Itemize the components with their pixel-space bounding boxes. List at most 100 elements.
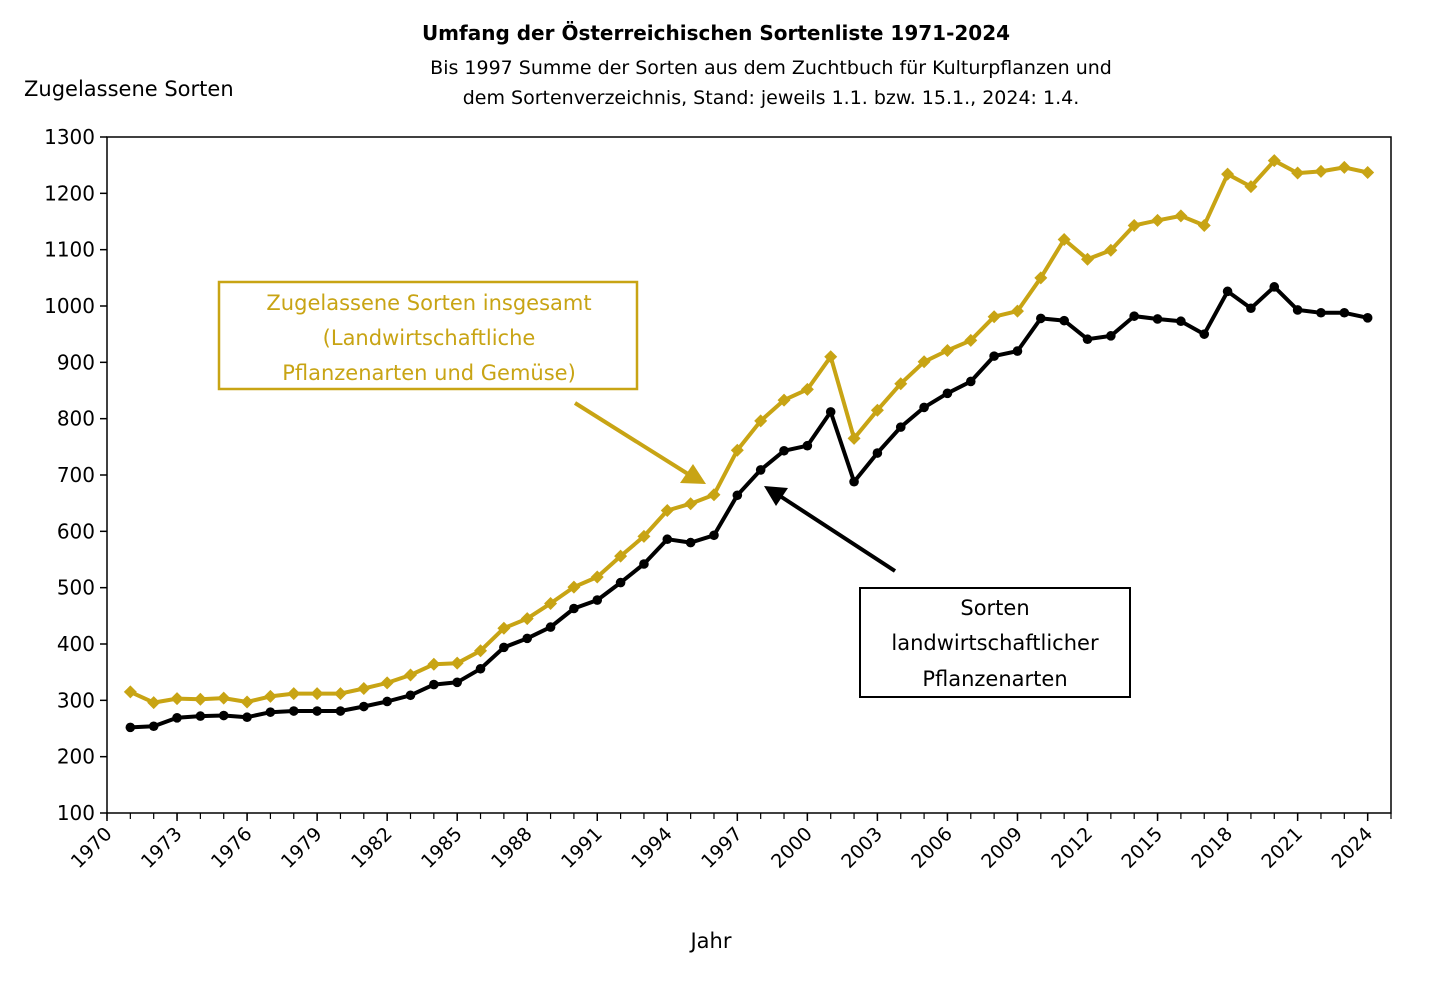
annotation-total-line-1: Zugelassene Sorten insgesamt [266, 291, 591, 315]
data-point [779, 445, 789, 456]
x-tick-label: 1997 [697, 823, 747, 873]
data-point [263, 689, 277, 703]
annotation-agri: Sorten landwirtschaftlicher Pflanzenarte… [764, 486, 1131, 698]
data-point [148, 721, 159, 732]
x-tick-label: 2015 [1117, 823, 1167, 873]
data-point [1221, 167, 1235, 181]
y-axis: 100 200 300 400 500 600 700 800 900 1000 1100 1200 1… [44, 125, 107, 825]
series-layer [123, 154, 1375, 733]
x-tick-label: 2003 [837, 823, 887, 873]
data-point [522, 633, 533, 644]
data-point [1152, 314, 1163, 324]
data-point [1362, 313, 1373, 323]
y-tick-label: 500 [57, 576, 95, 600]
data-point [1081, 252, 1095, 266]
annotation-total-line-2: (Landwirtschaftliche [323, 326, 536, 350]
data-point [1059, 315, 1069, 326]
data-point [592, 595, 603, 605]
data-point [567, 580, 581, 594]
data-point [1244, 180, 1258, 194]
data-point [615, 577, 626, 588]
data-point [380, 676, 394, 690]
x-tick-label: 2006 [907, 823, 957, 873]
data-point [895, 422, 906, 432]
data-point [709, 530, 719, 541]
data-point [382, 696, 392, 707]
annotation-agri-line-3: Pflanzenarten [922, 667, 1067, 691]
y-tick-label: 1200 [44, 181, 95, 205]
x-tick-label: 1985 [417, 823, 467, 873]
annotation-total: Zugelassene Sorten insgesamt (Landwirtsc… [217, 280, 706, 484]
annotation-total-arrow [573, 401, 690, 476]
data-point [639, 559, 649, 569]
data-point [310, 687, 324, 701]
data-point [637, 529, 651, 543]
data-point [1034, 271, 1048, 285]
annotation-agri-arrowhead [764, 486, 788, 506]
data-point [964, 333, 978, 347]
data-point [1012, 346, 1023, 356]
x-tick-label: 1979 [277, 823, 327, 873]
data-point [450, 656, 464, 670]
y-tick-label: 600 [57, 519, 95, 543]
chart-subtitle-line-2: dem Sortenverzeichnis, Stand: jeweils 1.… [463, 87, 1080, 109]
data-point [870, 403, 884, 417]
data-point [1222, 286, 1233, 297]
x-tick-label: 1982 [347, 823, 397, 873]
data-point [777, 393, 791, 407]
data-point [429, 679, 439, 690]
y-tick-label: 400 [57, 632, 95, 656]
data-point [614, 549, 628, 563]
data-point [660, 503, 674, 517]
data-point [1057, 233, 1071, 247]
y-tick-label: 200 [57, 745, 95, 769]
data-point [474, 644, 488, 658]
data-point [684, 497, 698, 511]
data-point [452, 677, 462, 688]
data-point [825, 407, 836, 417]
annotation-total-arrowhead [680, 464, 706, 484]
data-point [849, 476, 859, 487]
data-point [405, 690, 416, 701]
series-line [129, 158, 1369, 705]
data-point [195, 711, 206, 721]
data-point [403, 668, 417, 682]
data-point [1082, 334, 1093, 345]
data-point [1291, 166, 1305, 180]
data-point [872, 448, 883, 458]
data-point [987, 310, 1001, 324]
data-point [125, 722, 136, 733]
data-point [288, 706, 299, 716]
data-point [590, 570, 604, 584]
data-point [1316, 307, 1326, 318]
data-point [1010, 304, 1024, 318]
data-point [335, 706, 346, 716]
data-point [685, 537, 696, 548]
x-tick-label: 1976 [207, 823, 257, 873]
data-point [1197, 218, 1211, 232]
data-point [755, 465, 766, 475]
x-tick-label: 2009 [977, 823, 1027, 873]
data-point [1104, 243, 1118, 257]
data-point [217, 691, 231, 705]
data-point [357, 682, 371, 696]
data-point [193, 692, 207, 706]
data-point [1314, 164, 1328, 178]
data-point [1199, 329, 1210, 339]
data-point [172, 712, 182, 723]
y-tick-label: 300 [57, 688, 95, 712]
annotation-agri-line-2: landwirtschaftlicher [891, 631, 1099, 655]
data-point [147, 696, 161, 710]
data-point [732, 490, 743, 501]
data-point [520, 612, 534, 626]
data-point [287, 687, 301, 701]
x-tick-label: 2024 [1327, 823, 1377, 873]
x-tick-label: 1988 [487, 823, 537, 873]
data-point [1339, 307, 1350, 318]
data-point [1151, 213, 1165, 227]
data-point [123, 685, 137, 699]
annotation-total-box [217, 280, 639, 391]
data-point [754, 414, 768, 428]
x-tick-label: 2018 [1187, 823, 1237, 873]
data-point [333, 687, 347, 701]
